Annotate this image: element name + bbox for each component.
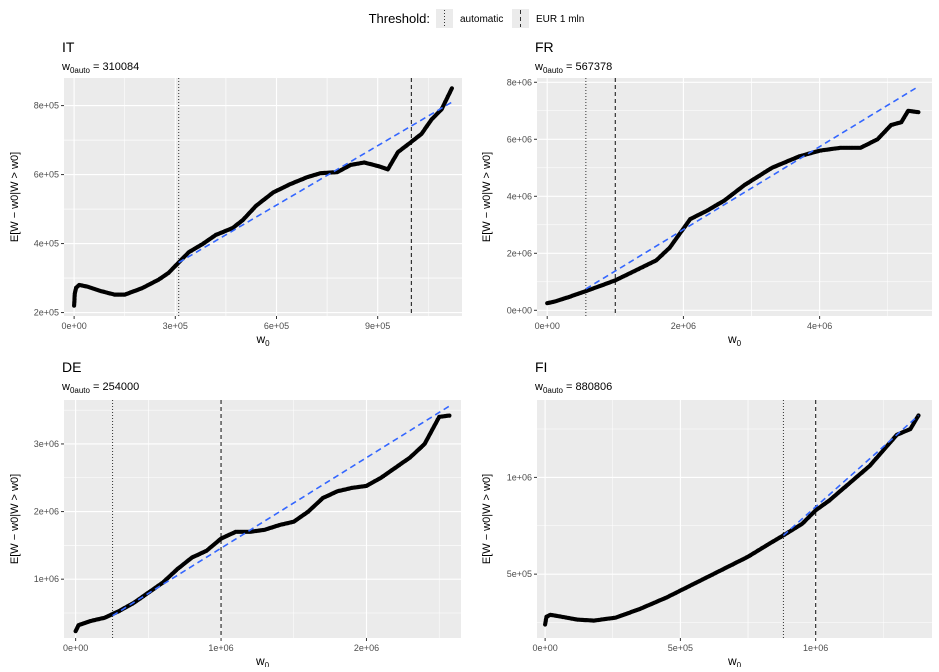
y-tick-label: 2e+05	[34, 308, 59, 318]
legend-title: Threshold:	[369, 11, 430, 26]
x-tick-label: 0e+00	[535, 321, 560, 331]
legend-label-automatic: automatic	[460, 14, 503, 25]
panel-fi: FI w0auto = 880806 0e+00 5e+05 1e+06 5e+05 1e+…	[481, 359, 932, 670]
panel-title: DE	[62, 359, 81, 375]
y-tick-label: 8e+06	[507, 77, 532, 87]
plot-panel	[64, 78, 462, 316]
x-axis-label: w0	[255, 654, 270, 667]
fit-line	[112, 405, 450, 617]
y-axis-label: E[W − w0|W > w0]	[9, 152, 21, 242]
panel-subtitle: w0auto = 567378	[534, 61, 612, 75]
panel-subtitle: w0auto = 310084	[61, 61, 139, 75]
panel-it: IT w0auto = 310084 0e+00 3e+05 6e+05 9e+05 2e+…	[9, 39, 462, 348]
x-tick-label: 0e+00	[63, 643, 88, 653]
y-tick-label: 1e+06	[507, 472, 532, 482]
panel-subtitle: w0auto = 880806	[534, 381, 612, 395]
legend: Threshold: automatic EUR 1 mln	[369, 9, 584, 28]
panel-title: FR	[535, 39, 554, 55]
data-layer	[545, 78, 921, 316]
x-tick-label: 1e+06	[208, 643, 233, 653]
y-axis-label: E[W − w0|W > w0]	[9, 474, 21, 564]
data-point	[916, 413, 921, 418]
y-tick-label: 2e+06	[507, 248, 532, 258]
panel-subtitle: w0auto = 254000	[61, 381, 139, 395]
facet-panels: IT w0auto = 310084 0e+00 3e+05 6e+05 9e+05 2e+…	[9, 39, 932, 670]
x-tick-label: 5e+05	[668, 643, 693, 653]
y-axis-label: E[W − w0|W > w0]	[481, 152, 493, 242]
fit-line	[782, 414, 920, 537]
x-axis-label: w0	[727, 332, 742, 348]
y-tick-label: 6e+06	[507, 134, 532, 144]
y-tick-label: 1e+06	[34, 574, 59, 584]
x-tick-label: 2e+06	[354, 643, 379, 653]
y-tick-label: 0e+00	[507, 305, 532, 315]
x-tick-label: 4e+06	[807, 321, 832, 331]
x-tick-label: 1e+06	[803, 643, 828, 653]
panel-title: FI	[535, 359, 547, 375]
x-tick-label: 0e+00	[532, 643, 557, 653]
y-tick-label: 4e+06	[507, 191, 532, 201]
legend-key-automatic	[436, 9, 453, 28]
y-tick-label: 2e+06	[34, 507, 59, 517]
data-point	[447, 413, 452, 418]
legend-label-eur-1-mln: EUR 1 mln	[536, 14, 584, 25]
x-tick-label: 6e+05	[264, 321, 289, 331]
x-tick-label: 2e+06	[671, 321, 696, 331]
data-layer	[73, 400, 452, 638]
data-layer	[543, 400, 921, 638]
panel-de: DE w0auto = 254000 0e+00 1e+06 2e+06 1e+06 2e+…	[9, 359, 461, 670]
x-tick-label: 3e+05	[163, 321, 188, 331]
y-tick-label: 6e+05	[34, 170, 59, 180]
x-axis-label: w0	[255, 332, 270, 348]
plot-panel	[537, 400, 932, 638]
panel-fr: FR w0auto = 567378 0e+00 2e+06 4e+06 0e+00 2e+…	[481, 39, 932, 348]
plot-panel	[537, 78, 932, 316]
y-tick-label: 4e+05	[34, 239, 59, 249]
y-tick-label: 5e+05	[507, 569, 532, 579]
fit-line	[585, 85, 919, 290]
y-axis-label: E[W − w0|W > w0]	[481, 474, 493, 564]
data-point	[449, 86, 454, 91]
panel-title: IT	[62, 39, 75, 55]
y-tick-label: 3e+06	[34, 439, 59, 449]
data-point	[916, 110, 921, 115]
y-tick-label: 8e+05	[34, 101, 59, 111]
x-axis-label: w0	[727, 654, 742, 667]
fit-line	[178, 101, 453, 264]
data-layer	[72, 78, 454, 316]
x-tick-label: 9e+05	[365, 321, 390, 331]
x-tick-label: 0e+00	[61, 321, 86, 331]
